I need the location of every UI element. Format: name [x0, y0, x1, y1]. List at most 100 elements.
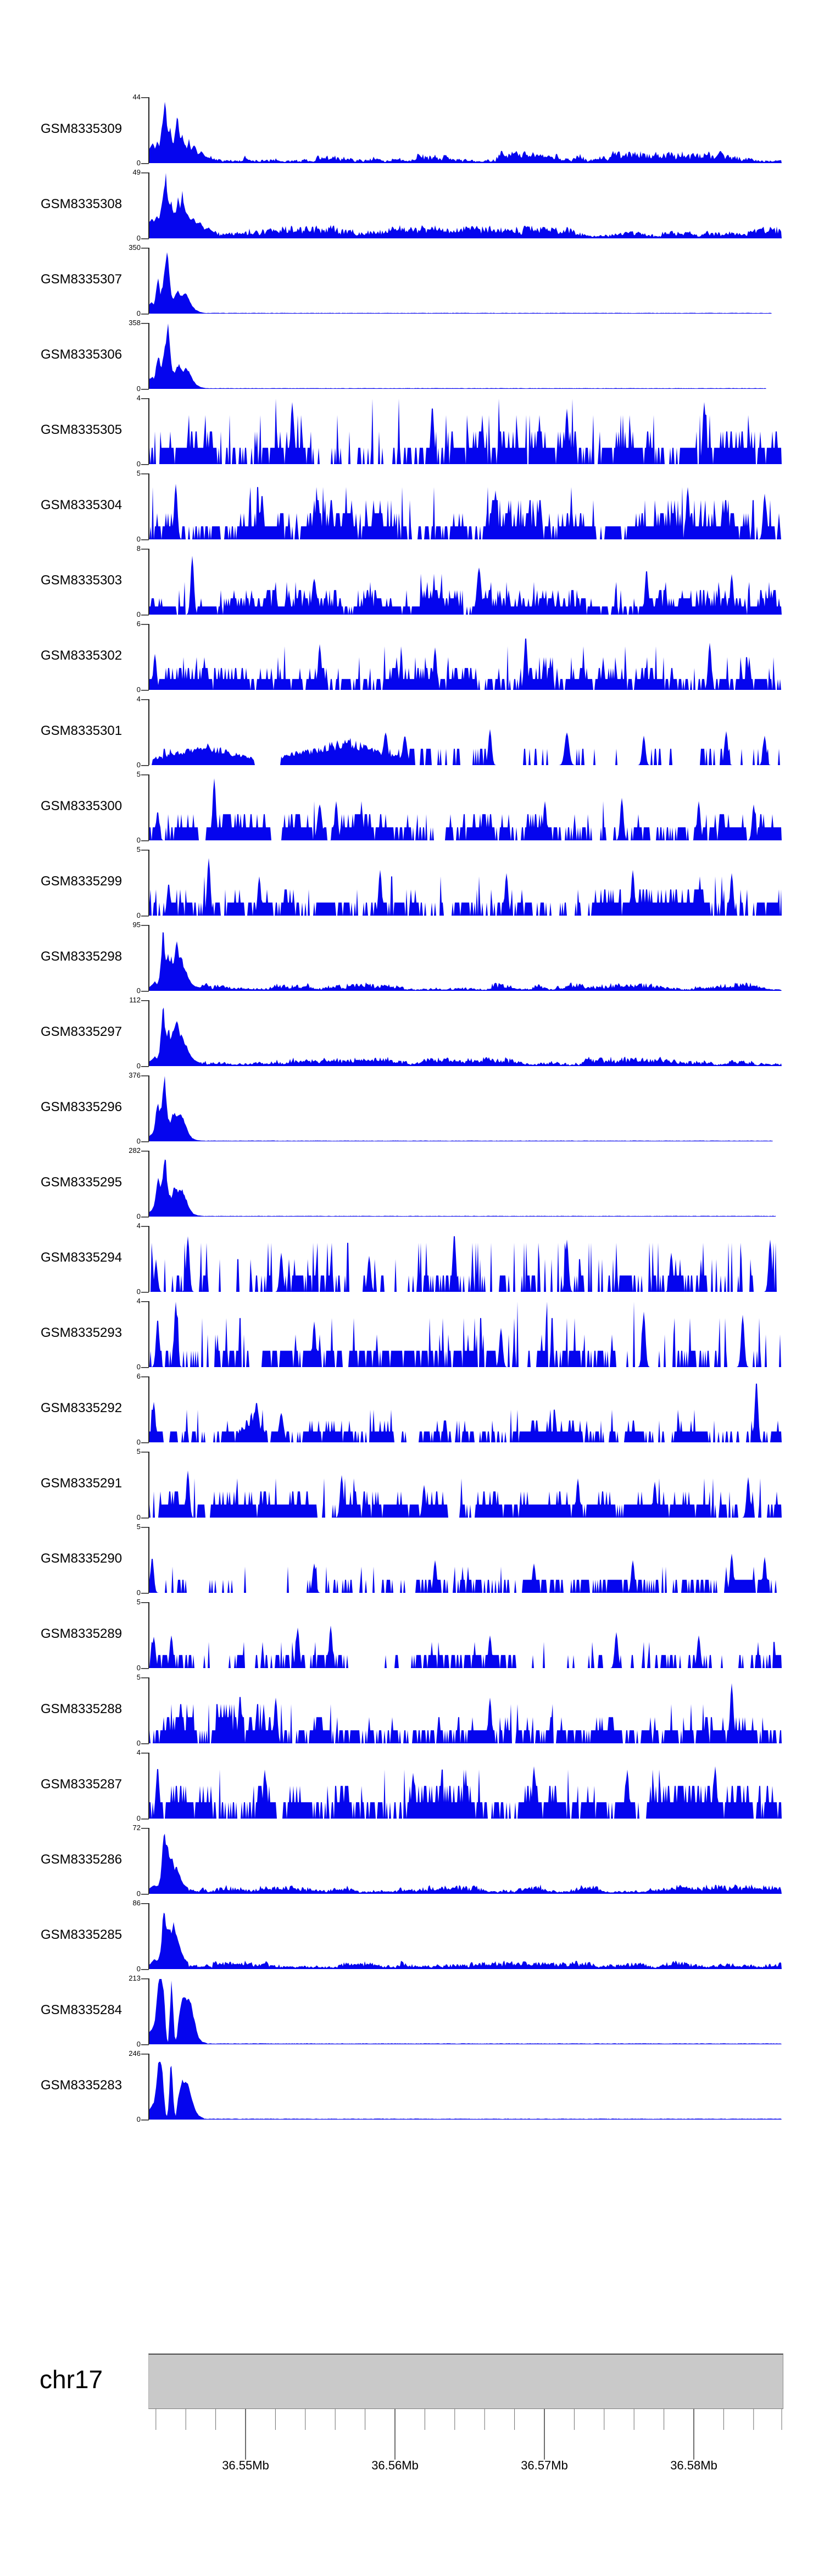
- track-ymax-label: 358: [129, 319, 141, 327]
- track-label: GSM8335308: [41, 197, 123, 211]
- track-signal-plot: [141, 248, 772, 315]
- track-signal-plot: [141, 1151, 776, 1218]
- track-row: GSM8335295 282 0: [0, 1147, 824, 1226]
- track-signal-plot: [141, 1903, 782, 1970]
- track-signal-plot: [141, 1602, 782, 1669]
- track-ymax-label: 4: [136, 1297, 141, 1305]
- track-ymax-label: 8: [136, 544, 141, 553]
- track-ymax-label: 44: [132, 93, 141, 101]
- signal-area: [149, 1979, 782, 2044]
- track-label: GSM8335283: [41, 2078, 123, 2093]
- track-label: GSM8335301: [41, 723, 123, 738]
- track-row: GSM8335303 8 0: [0, 545, 824, 624]
- track-row: GSM8335308 49 0: [0, 168, 824, 248]
- track-row: GSM8335285 86 0: [0, 1899, 824, 1978]
- signal-area: [149, 324, 766, 389]
- track-ymin-label: 0: [136, 1438, 141, 1446]
- track-signal-plot: [141, 1301, 782, 1368]
- track-row: GSM8335283 246 0: [0, 2050, 824, 2129]
- track-ymin-label: 0: [136, 836, 141, 844]
- signal-area: [149, 252, 772, 314]
- track-ymax-label: 350: [129, 243, 141, 252]
- track-ymax-label: 282: [129, 1146, 141, 1155]
- track-label: GSM8335288: [41, 1702, 123, 1716]
- track-signal-plot: [141, 850, 782, 917]
- track-signal-plot: [141, 97, 782, 164]
- ruler-position-label: 36.55Mb: [222, 2458, 269, 2472]
- track-label: GSM8335286: [41, 1852, 123, 1867]
- track-ymax-label: 213: [129, 1974, 141, 1982]
- signal-area: [149, 729, 782, 765]
- track-ymin-label: 0: [136, 1513, 141, 1521]
- track-row: GSM8335290 5 0: [0, 1523, 824, 1602]
- track-row: GSM8335287 4 0: [0, 1749, 824, 1828]
- track-ymin-label: 0: [136, 761, 141, 769]
- signal-area: [149, 1833, 782, 1894]
- track-label: GSM8335304: [41, 498, 123, 512]
- track-row: GSM8335298 95 0: [0, 921, 824, 1000]
- track-ymax-label: 49: [132, 168, 141, 176]
- track-signal-plot: [141, 1452, 782, 1519]
- track-ymin-label: 0: [136, 2040, 141, 2048]
- track-ymin-label: 0: [136, 1814, 141, 1822]
- track-label: GSM8335300: [41, 799, 123, 813]
- track-ymin-label: 0: [136, 1212, 141, 1220]
- track-ymin-label: 0: [136, 309, 141, 317]
- track-ymax-label: 6: [136, 620, 141, 628]
- track-label: GSM8335296: [41, 1100, 123, 1114]
- track-ymin-label: 0: [136, 911, 141, 919]
- track-row: GSM8335294 4 0: [0, 1222, 824, 1301]
- track-row: GSM8335305 4 0: [0, 394, 824, 473]
- track-label: GSM8335309: [41, 121, 123, 136]
- track-ymin-label: 0: [136, 234, 141, 242]
- track-signal-plot: [141, 323, 766, 390]
- track-signal-plot: [141, 1978, 782, 2045]
- track-row: GSM8335306 358 0: [0, 319, 824, 398]
- signal-area: [149, 1384, 782, 1442]
- track-label: GSM8335294: [41, 1250, 123, 1265]
- signal-area: [149, 1302, 782, 1367]
- track-signal-plot: [141, 1376, 782, 1443]
- signal-area: [149, 102, 782, 163]
- track-signal-plot: [141, 172, 782, 239]
- track-row: GSM8335291 5 0: [0, 1448, 824, 1527]
- track-ymin-label: 0: [136, 1664, 141, 1672]
- track-label: GSM8335293: [41, 1325, 123, 1340]
- track-row: GSM8335289 5 0: [0, 1598, 824, 1677]
- signal-area: [149, 1236, 782, 1292]
- track-ymin-label: 0: [136, 1137, 141, 1145]
- track-ymin-label: 0: [136, 1588, 141, 1597]
- signal-area: [149, 1007, 782, 1066]
- track-signal-plot: [141, 1527, 782, 1594]
- track-ymin-label: 0: [136, 460, 141, 468]
- track-label: GSM8335299: [41, 874, 123, 889]
- track-label: GSM8335290: [41, 1551, 123, 1566]
- track-ymax-label: 5: [136, 845, 141, 854]
- track-label: GSM8335287: [41, 1777, 123, 1792]
- track-ymax-label: 5: [136, 1523, 141, 1531]
- track-row: GSM8335293 4 0: [0, 1297, 824, 1376]
- track-row: GSM8335301 4 0: [0, 695, 824, 774]
- track-ymin-label: 0: [136, 1739, 141, 1747]
- track-row: GSM8335288 5 0: [0, 1674, 824, 1753]
- track-row: GSM8335300 5 0: [0, 771, 824, 850]
- track-signal-plot: [141, 699, 782, 766]
- chromosome-label: chr17: [40, 2365, 103, 2394]
- track-label: GSM8335297: [41, 1024, 123, 1039]
- signal-area: [149, 932, 782, 991]
- signal-area: [149, 483, 782, 539]
- track-ymax-label: 86: [132, 1899, 141, 1907]
- track-ymin-label: 0: [136, 1965, 141, 1973]
- track-ymax-label: 4: [136, 695, 141, 703]
- track-label: GSM8335295: [41, 1175, 123, 1190]
- track-signal-plot: [141, 774, 782, 841]
- track-row: GSM8335307 350 0: [0, 244, 824, 323]
- track-signal-plot: [141, 2054, 782, 2121]
- track-ymin-label: 0: [136, 1287, 141, 1296]
- track-ymax-label: 246: [129, 2049, 141, 2058]
- track-label: GSM8335307: [41, 272, 123, 287]
- track-label: GSM8335285: [41, 1927, 123, 1942]
- signal-area: [149, 1470, 782, 1518]
- track-row: GSM8335286 72 0: [0, 1824, 824, 1903]
